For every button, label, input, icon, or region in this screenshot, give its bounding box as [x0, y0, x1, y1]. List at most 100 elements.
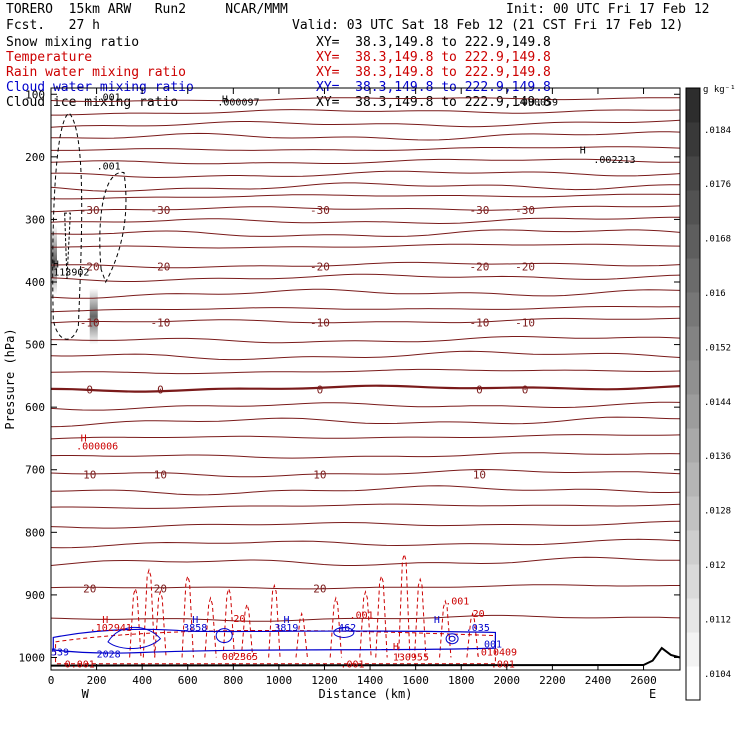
temperature-contour — [50, 368, 681, 375]
x-tick-label: 1000 — [266, 674, 293, 687]
field-max-label: 002365 — [222, 652, 258, 663]
field-max-label: 113902 — [53, 268, 89, 279]
temperature-contour — [51, 131, 681, 141]
field-max-label: .035 — [466, 623, 490, 634]
colorbar-tick-label: .0112 — [704, 615, 731, 625]
contour-label: 20 — [313, 583, 326, 596]
colorbar-tick-label: .0128 — [704, 507, 731, 517]
temperature-contour — [50, 416, 681, 428]
temperature-contour — [50, 216, 681, 225]
temperature-contour — [50, 384, 681, 393]
y-tick-label: 200 — [25, 151, 45, 164]
field-max-label: .001 — [340, 659, 364, 670]
colorbar-bin — [686, 156, 700, 191]
x-tick-label: 1200 — [311, 674, 338, 687]
snow-contour — [52, 112, 83, 340]
field-max-label: 130955 — [393, 653, 429, 664]
colorbar-bin — [686, 632, 700, 667]
x-tick-label: 1400 — [357, 674, 384, 687]
temperature-contour — [50, 317, 681, 324]
field-name: Rain water mixing ratio — [6, 65, 187, 80]
temperature-contour — [50, 205, 681, 213]
field-max-label: .001 — [350, 611, 374, 622]
contour-label: 10 — [313, 469, 326, 482]
colorbar-bin — [686, 190, 700, 225]
init-time: Init: 00 UTC Fri 17 Feb 12 — [506, 2, 710, 17]
snow-contour — [64, 212, 71, 279]
contour-label: 10 — [473, 469, 486, 482]
field-max-label: .102941 — [90, 623, 132, 634]
temperature-contour — [50, 434, 681, 440]
cloud-water-contour — [333, 626, 355, 638]
contour-label: 10 — [154, 469, 167, 482]
field-max-label: 3819 — [274, 623, 298, 634]
contour-label: -20 — [80, 260, 100, 273]
field-name: Temperature — [6, 50, 93, 65]
contour-label: -20 — [470, 260, 490, 273]
contour-label: -10 — [515, 317, 535, 330]
x-tick-label: 2600 — [630, 674, 657, 687]
colorbar-bin — [686, 496, 700, 531]
colorbar-tick-label: .0184 — [704, 126, 731, 136]
contour-label: 0 — [157, 384, 164, 397]
colorbar-tick-label: .0168 — [704, 235, 731, 245]
rain-contour — [375, 574, 388, 658]
colorbar-tick-label: .0136 — [704, 452, 731, 462]
rain-contour — [154, 589, 167, 658]
temperature-contour — [51, 146, 681, 151]
field-max-label: 539 — [51, 648, 69, 659]
ice-shading — [89, 288, 98, 345]
field-max-label: .000097 — [217, 98, 259, 109]
contour-label: -20 — [515, 260, 535, 273]
contour-label: 0 — [476, 384, 483, 397]
field-max-label: H — [102, 615, 108, 626]
x-tick-label: 1600 — [402, 674, 429, 687]
colorbar-tick-label: .016 — [704, 289, 726, 299]
temperature-contour — [50, 158, 681, 165]
contour-label: -10 — [150, 317, 170, 330]
colorbar-bin — [686, 564, 700, 599]
contour-label: -10 — [310, 317, 330, 330]
temperature-contour — [50, 584, 680, 590]
rain-contour — [181, 574, 194, 658]
field-max-label: H — [222, 94, 228, 105]
temperature-contour — [50, 193, 680, 200]
colorbar-bin — [686, 530, 700, 565]
field-max-label: 2028 — [97, 649, 121, 660]
y-tick-label: 800 — [25, 526, 45, 539]
cloud-water-contour — [215, 628, 233, 644]
colorbar-bin — [686, 666, 700, 701]
temperature-contour — [50, 401, 681, 411]
contour-label: 20 — [83, 583, 96, 596]
field-max-label: H — [283, 615, 289, 626]
rain-contour — [55, 629, 496, 665]
temperature-contour — [50, 261, 681, 269]
field-max-label: 001 — [484, 639, 502, 650]
temperature-contour — [50, 229, 681, 237]
y-tick-label: 900 — [25, 589, 45, 602]
y-tick-label: 700 — [25, 464, 45, 477]
west-label: W — [82, 687, 90, 701]
field-max-label: .000059 — [516, 98, 558, 109]
field-max-label: .010409 — [475, 648, 517, 659]
temperature-contour — [50, 468, 681, 478]
contour-label: -30 — [150, 204, 170, 217]
rain-contour — [439, 599, 452, 658]
contour-label: -30 — [515, 204, 535, 217]
field-max-label: H — [393, 642, 399, 653]
forecast-hour: Fcst. 27 h — [6, 18, 100, 33]
east-label: E — [649, 687, 656, 701]
rain-contour — [268, 583, 281, 658]
temperature-contour — [50, 503, 681, 509]
field-max-label: H — [580, 146, 586, 157]
x-tick-label: 1800 — [448, 674, 475, 687]
temperature-contour — [50, 97, 680, 102]
rain-contour — [295, 611, 308, 658]
field-max-label: 0.001 — [65, 659, 95, 670]
colorbar-bin — [686, 428, 700, 463]
field-cross-section: XY= 38.3,149.8 to 222.9,149.8 — [316, 65, 551, 80]
field-max-label: H — [81, 434, 87, 445]
y-axis-label: Pressure (hPa) — [3, 328, 17, 429]
field-max-label: .001 — [97, 93, 121, 104]
contour-label: -30 — [470, 204, 490, 217]
